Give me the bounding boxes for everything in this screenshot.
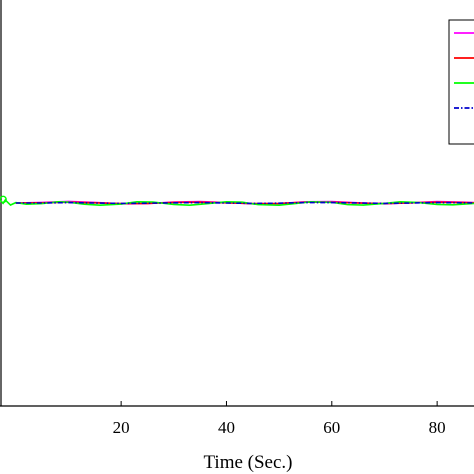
green-series-marker [0, 195, 7, 204]
series-layer [0, 195, 474, 207]
x-axis-ticks: 20 40 60 80 [113, 401, 446, 437]
x-tick-label: 40 [218, 418, 235, 437]
plot-frame [0, 0, 474, 407]
x-tick-label: 80 [429, 418, 446, 437]
x-axis-label: Time (Sec.) [203, 452, 292, 473]
x-tick-label: 20 [113, 418, 130, 437]
legend [448, 19, 474, 145]
legend-box [448, 19, 474, 145]
x-tick-label: 60 [323, 418, 340, 437]
